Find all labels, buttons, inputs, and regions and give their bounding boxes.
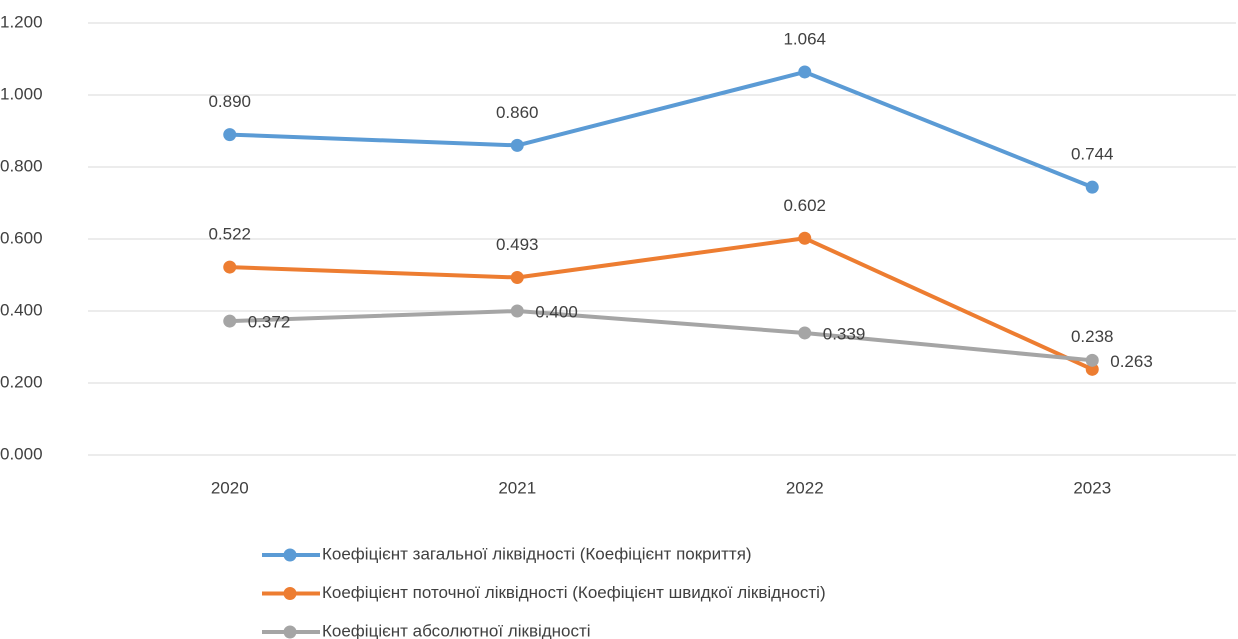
y-tick-label: 0.200 [0, 372, 43, 391]
series-line [229, 69, 1093, 190]
x-tick-label: 2023 [1073, 478, 1111, 497]
y-tick-label: 1.000 [0, 84, 43, 103]
legend-marker [283, 587, 297, 600]
data-label: 0.263 [1110, 352, 1153, 371]
data-point [798, 231, 812, 245]
data-point [510, 138, 524, 152]
y-tick-label: 0.400 [0, 300, 43, 319]
data-label: 0.522 [208, 225, 251, 244]
series-line [229, 236, 1094, 372]
series-line [229, 309, 1093, 363]
legend-marker [283, 625, 297, 639]
data-label: 0.744 [1071, 145, 1114, 164]
data-label: 0.493 [496, 235, 539, 254]
data-label: 0.238 [1071, 327, 1114, 346]
x-tick-label: 2020 [211, 478, 249, 497]
data-point [1085, 353, 1099, 367]
data-point [798, 326, 812, 340]
data-label: 0.339 [823, 324, 866, 343]
legend-label: Коефіцієнт загальної ліквідності (Коефіц… [322, 544, 752, 563]
data-label: 0.602 [783, 196, 826, 215]
y-tick-label: 0.800 [0, 156, 43, 175]
data-label: 0.400 [535, 302, 578, 321]
x-tick-label: 2021 [498, 478, 536, 497]
data-point [510, 271, 524, 285]
x-tick-label: 2022 [786, 478, 824, 497]
legend-label: Коефіцієнт поточної ліквідності (Коефіці… [322, 583, 826, 602]
data-point [223, 128, 237, 142]
data-label: 1.064 [783, 29, 826, 48]
legend-marker [283, 548, 297, 562]
data-point [1085, 180, 1099, 194]
data-label: 0.372 [248, 313, 291, 332]
data-label: 0.890 [208, 92, 251, 111]
y-tick-label: 0.000 [0, 444, 43, 463]
data-label: 0.860 [496, 103, 539, 122]
data-point [1085, 362, 1099, 376]
data-point [798, 65, 812, 79]
y-tick-label: 1.200 [0, 12, 43, 31]
data-point [223, 314, 237, 328]
y-tick-label: 0.600 [0, 228, 43, 247]
legend-label: Коефіцієнт абсолютної ліквідності [322, 621, 591, 639]
data-point [510, 304, 524, 318]
data-point [223, 260, 237, 274]
